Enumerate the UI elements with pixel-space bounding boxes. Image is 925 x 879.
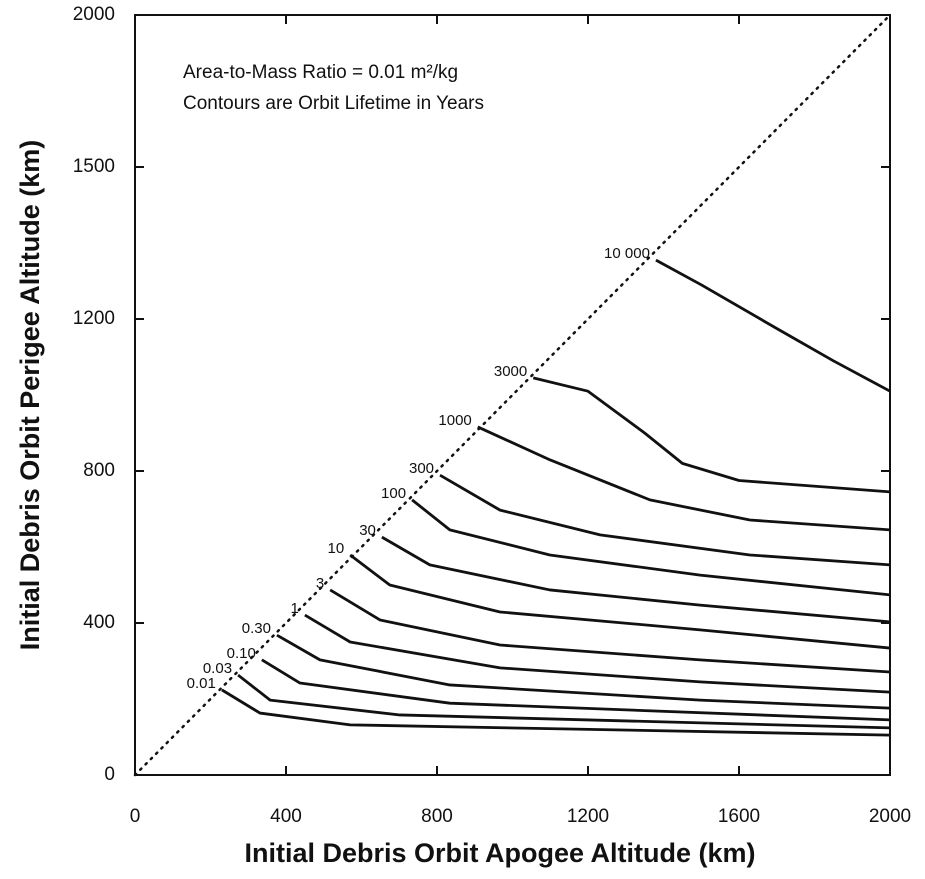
contour-line [329,588,891,674]
plot-frame [134,14,891,776]
x-axis-title: Initial Debris Orbit Apogee Altitude (km… [244,838,755,868]
contour-label: 30 [359,522,376,539]
contour-label: 300 [409,460,434,477]
y-tick-label: 400 [83,612,115,633]
x-tick-label: 400 [270,806,302,827]
contour-label: 0.10 [227,645,256,662]
contour-label: 0.30 [242,620,271,637]
x-tick-label: 0 [130,806,141,827]
diagonal-line [133,13,892,777]
y-tick-label: 1200 [73,308,115,329]
contour-line [477,425,891,532]
contour-line [261,658,891,722]
contour-line [221,688,891,737]
contour-line [349,553,891,650]
contour-line [655,258,891,393]
y-tick-label: 2000 [73,4,115,25]
contour-label: 1000 [438,412,471,429]
contour-label: 100 [381,485,406,502]
contour-line [532,376,891,494]
contour-label: 10 000 [604,245,650,262]
contour-line [304,613,891,694]
annotation: Area-to-Mass Ratio = 0.01 m²/kg [183,62,458,83]
contour-label: 3 [316,575,324,592]
contour-label: 0.01 [187,675,216,692]
contour-line [276,633,891,710]
y-tick-label: 800 [83,460,115,481]
x-tick-label: 1600 [718,806,760,827]
y-axis-title: Initial Debris Orbit Perigee Altitude (k… [15,140,45,651]
contour-line [439,473,891,567]
x-tick-label: 800 [421,806,453,827]
contour-label: 0.03 [203,660,232,677]
contour-line [381,535,891,624]
annotation: Contours are Orbit Lifetime in Years [183,93,484,114]
x-tick-label: 1200 [567,806,609,827]
contour-label: 10 [327,540,344,557]
x-tick-label: 2000 [869,806,911,827]
contour-label: 1 [291,600,299,617]
contour-label: 3000 [494,363,527,380]
y-tick-label: 0 [104,764,115,785]
contour-line [411,498,891,597]
contour-line [237,673,891,730]
y-tick-label: 1500 [73,156,115,177]
